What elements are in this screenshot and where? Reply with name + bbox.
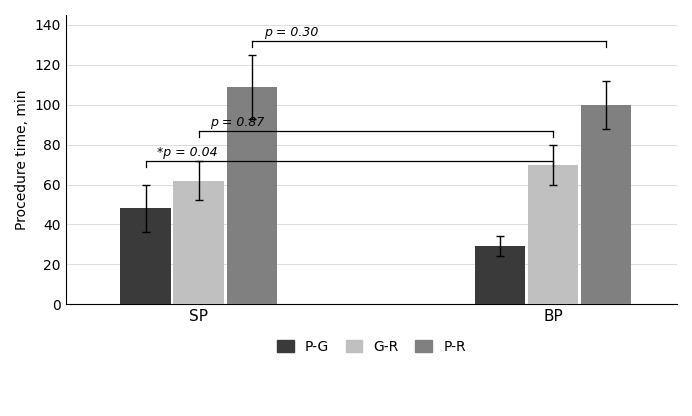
- Text: *p = 0.04: *p = 0.04: [157, 146, 218, 158]
- Bar: [120, 208, 171, 304]
- Y-axis label: Procedure time, min: Procedure time, min: [15, 89, 29, 230]
- Text: p = 0.30: p = 0.30: [264, 26, 318, 39]
- Bar: [528, 165, 579, 304]
- Bar: [475, 246, 525, 304]
- Legend: P-G, G-R, P-R: P-G, G-R, P-R: [270, 333, 473, 361]
- Bar: [581, 105, 631, 304]
- Bar: [174, 181, 224, 304]
- Bar: [226, 87, 277, 304]
- Text: p = 0.87: p = 0.87: [210, 116, 265, 129]
